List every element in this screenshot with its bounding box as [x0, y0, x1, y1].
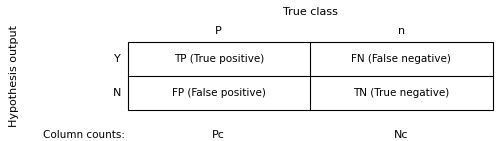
- Text: Column counts:: Column counts:: [43, 130, 125, 140]
- Text: P: P: [216, 26, 222, 36]
- Text: FP (False positive): FP (False positive): [172, 88, 266, 98]
- Text: n: n: [398, 26, 405, 36]
- Text: TN (True negative): TN (True negative): [353, 88, 450, 98]
- Text: True class: True class: [282, 7, 338, 17]
- Text: TP (True positive): TP (True positive): [174, 54, 264, 64]
- Bar: [128, 42, 492, 110]
- Text: Pc: Pc: [212, 130, 225, 140]
- Text: Nc: Nc: [394, 130, 408, 140]
- Text: Y: Y: [114, 54, 121, 64]
- Text: N: N: [114, 88, 122, 98]
- Text: FN (False negative): FN (False negative): [352, 54, 451, 64]
- Text: Hypothesis output: Hypothesis output: [9, 25, 19, 127]
